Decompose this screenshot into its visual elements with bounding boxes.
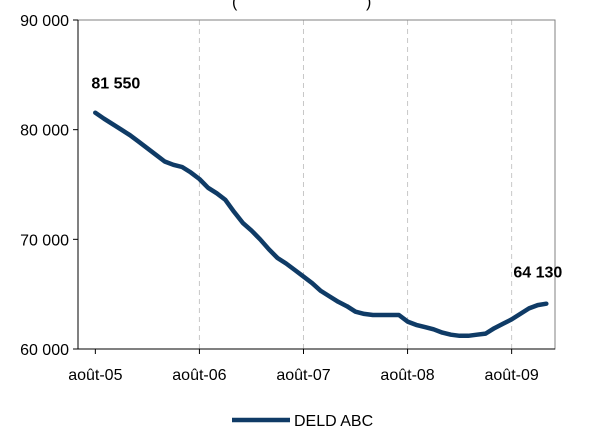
y-axis-ticks: 60 000 70 000 80 000 90 000 [20, 13, 78, 359]
data-labels: 81 550 64 130 [91, 76, 562, 282]
y-tick-label: 70 000 [20, 232, 69, 249]
y-tick-label: 60 000 [20, 342, 69, 359]
chart-title-close: ) [366, 0, 371, 11]
x-tick-label: août-05 [68, 367, 122, 384]
x-axis-ticks: août-05 août-06 août-07 août-08 août-09 [68, 349, 539, 384]
gridlines [198, 20, 513, 349]
data-label: 64 130 [513, 265, 562, 282]
x-tick-label: août-09 [485, 367, 539, 384]
x-tick-label: août-08 [380, 367, 434, 384]
y-tick-label: 80 000 [20, 123, 69, 140]
x-tick-label: août-07 [276, 367, 330, 384]
chart-title-open: ( [232, 0, 238, 11]
data-label: 81 550 [91, 76, 140, 93]
series-line-deld-abc [93, 110, 549, 339]
legend: DELD ABC [232, 413, 373, 430]
chart-title: ( ) [232, 0, 371, 11]
y-tick-label: 90 000 [20, 13, 69, 30]
plot-area [77, 19, 556, 350]
legend-label: DELD ABC [294, 413, 373, 430]
axes [77, 20, 555, 350]
x-tick-label: août-06 [172, 367, 226, 384]
